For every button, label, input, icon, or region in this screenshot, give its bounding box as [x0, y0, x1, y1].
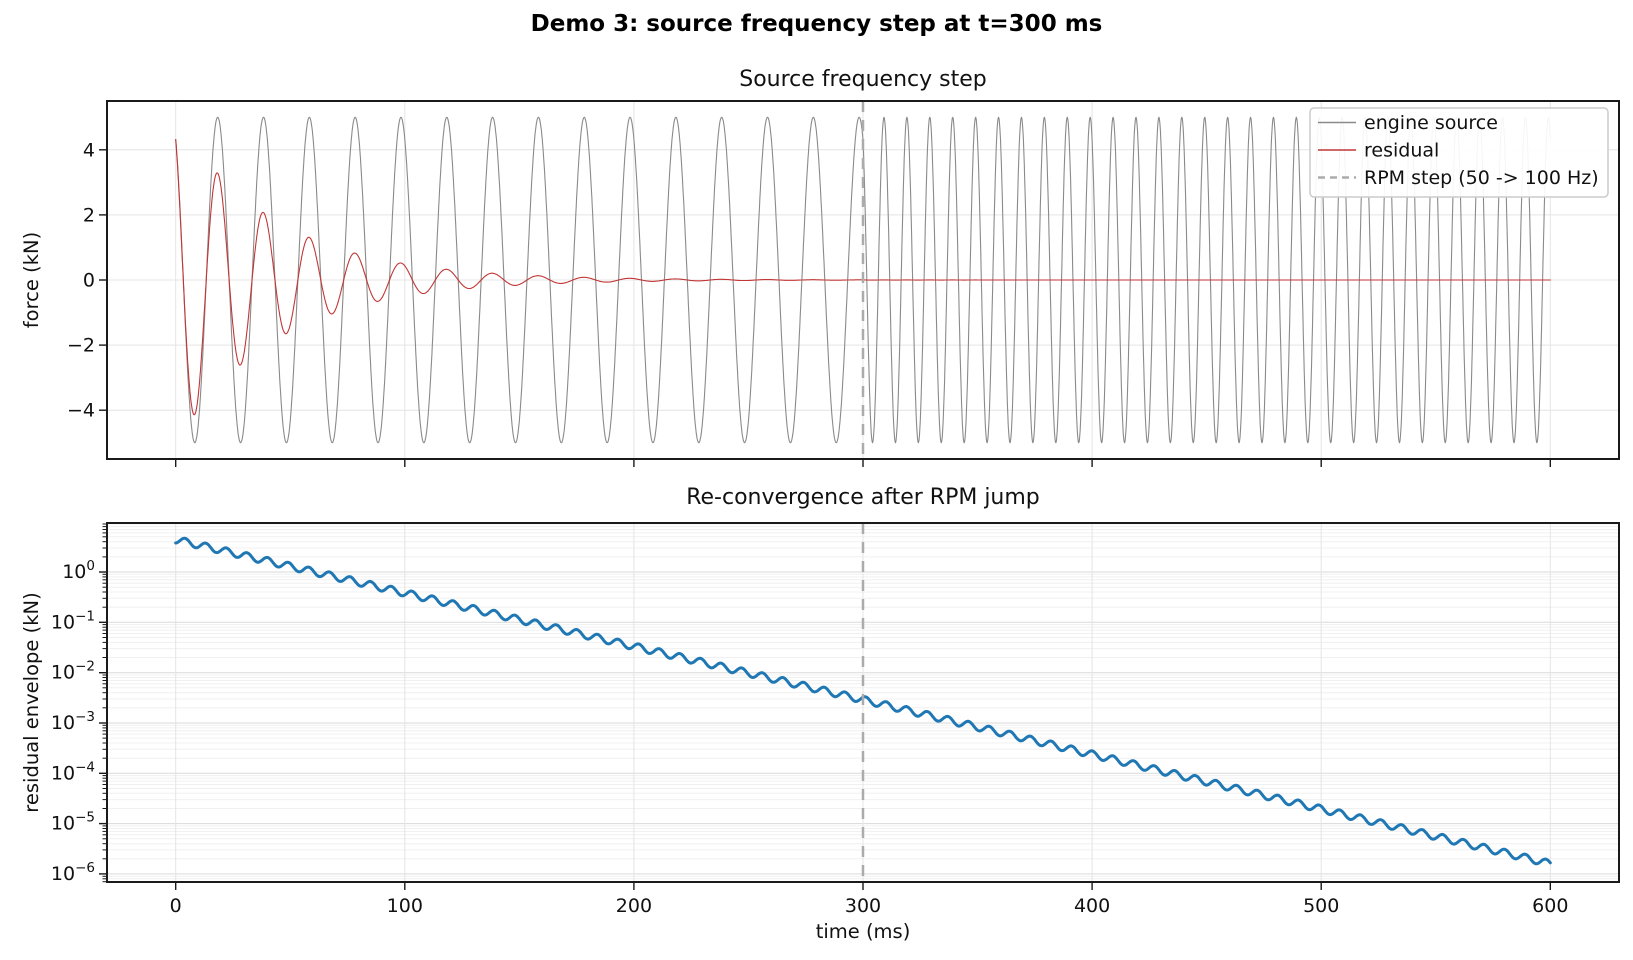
chart-title: Re-convergence after RPM jump — [686, 485, 1040, 510]
chart-source-frequency-step: −4 −2 0 2 4 Source frequency step force (kN) en… — [20, 67, 1620, 467]
y-tick-label: 4 — [83, 139, 95, 161]
x-tick-label: 300 — [845, 895, 881, 917]
y-tick-label: 2 — [83, 204, 95, 226]
y-tick-label: 10−6 — [51, 860, 95, 885]
y-axis-label: residual envelope (kN) — [20, 592, 43, 812]
legend-entry-label: residual — [1364, 140, 1439, 162]
x-tick-label: 0 — [170, 895, 182, 917]
y-tick-label: 10−1 — [51, 608, 95, 633]
chart-title: Source frequency step — [739, 67, 986, 92]
y-tick-label: −4 — [67, 400, 95, 422]
log-minor-ticks — [102, 523, 107, 883]
y-tick-label: 10−3 — [51, 709, 95, 734]
x-tick-label: 200 — [616, 895, 652, 917]
y-axis-label: force (kN) — [20, 232, 43, 328]
y-tick-label: 10−4 — [51, 759, 95, 784]
x-tick-label: 400 — [1074, 895, 1110, 917]
tick-marks — [99, 149, 1552, 467]
y-tick-label: 10−2 — [51, 659, 95, 684]
tick-marks — [99, 571, 1552, 890]
legend: engine source residual RPM step (50 -> 100… — [1309, 107, 1609, 198]
legend-entry-label: RPM step (50 -> 100 Hz) — [1364, 167, 1599, 189]
y-tick-label: −2 — [67, 335, 95, 357]
x-tick-label: 100 — [387, 895, 423, 917]
x-tick-label: 600 — [1532, 895, 1568, 917]
x-axis-label: time (ms) — [816, 920, 911, 943]
y-tick-label: 10−5 — [51, 810, 95, 835]
legend-box — [1309, 107, 1609, 198]
x-tick-label: 500 — [1303, 895, 1339, 917]
legend-entry-label: engine source — [1364, 112, 1498, 134]
y-tick-label: 0 — [83, 270, 95, 292]
y-tick-label: 100 — [62, 558, 95, 583]
figure-title: Demo 3: source frequency step at t=300 m… — [530, 11, 1103, 37]
chart-reconvergence-after-rpm-jump: 0 100 200 300 400 500 600 100 10−1 10−2 10−3 10−4 10… — [20, 485, 1620, 943]
